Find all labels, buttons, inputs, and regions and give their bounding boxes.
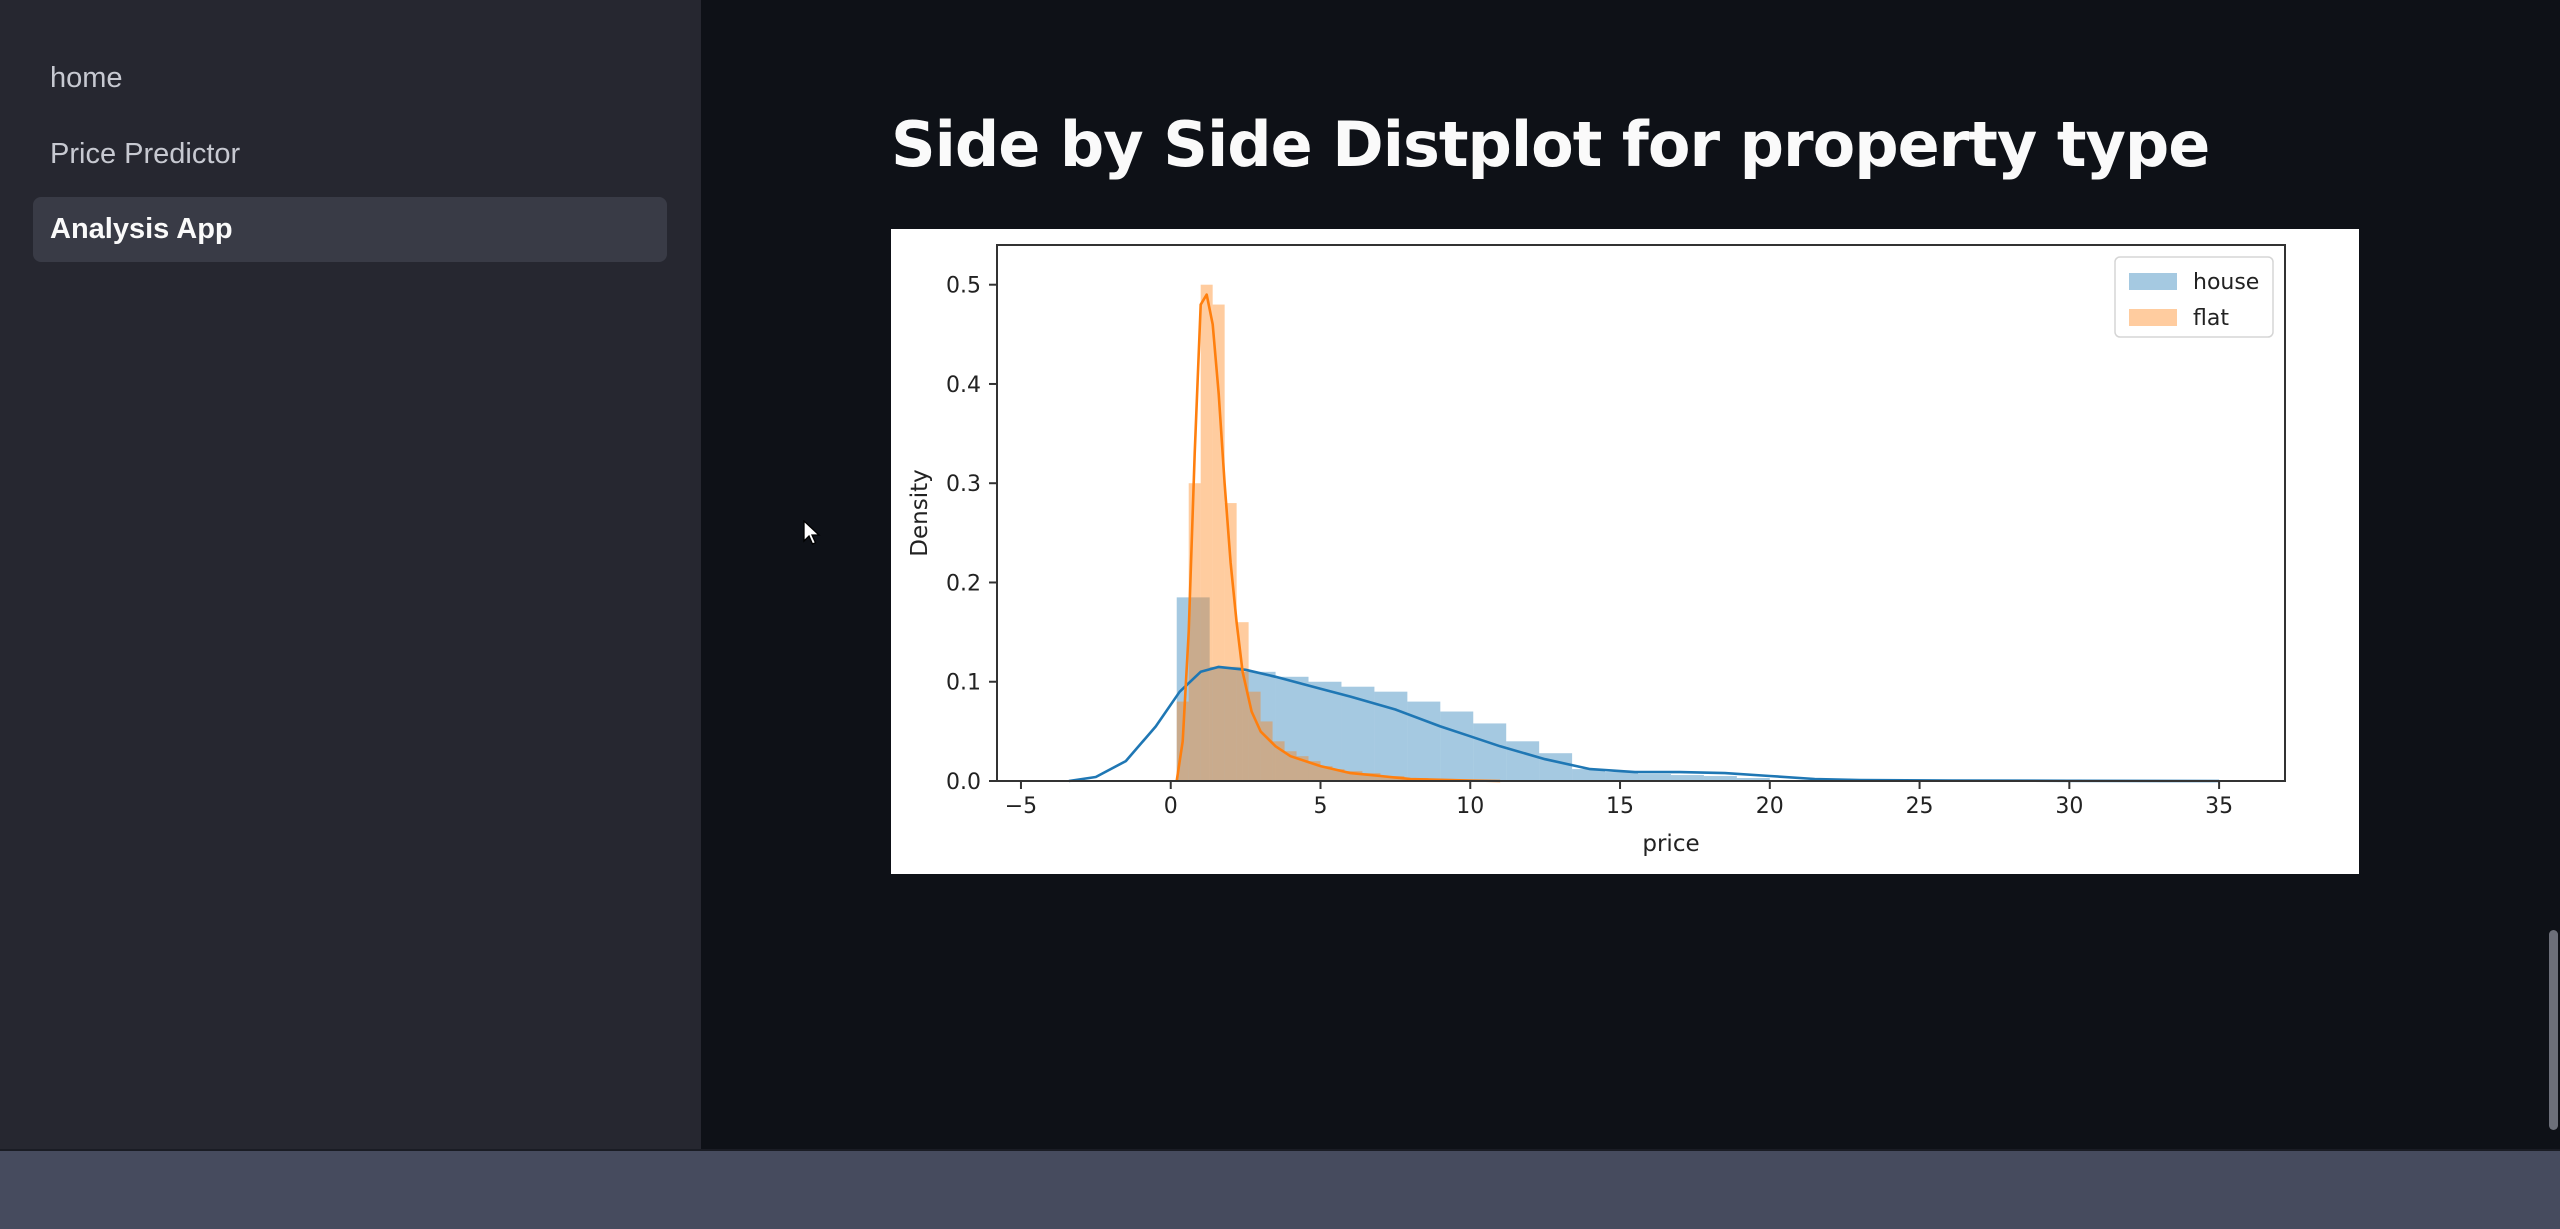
- legend-label-flat: flat: [2193, 306, 2229, 331]
- main-content: Side by Side Distplot for property type …: [701, 0, 2560, 1149]
- y-tick-label: 0.5: [946, 274, 981, 299]
- hist-bar-house: [1407, 701, 1441, 781]
- kde-line-house: [1068, 665, 2220, 783]
- hist-bar-house: [1605, 772, 1639, 781]
- hist-bar-flat: [1344, 771, 1363, 781]
- sidebar: home Price Predictor Analysis App: [0, 0, 701, 1149]
- legend-label-house: house: [2193, 270, 2259, 295]
- hist-bar-house: [1638, 774, 1671, 781]
- x-tick-label: 0: [1164, 794, 1178, 819]
- hist-bar-house: [1440, 711, 1474, 781]
- hist-bar-flat: [1200, 284, 1213, 781]
- y-tick-label: 0.1: [946, 671, 981, 696]
- sidebar-item-label: Price Predictor: [50, 138, 241, 170]
- x-tick-label: 15: [1606, 794, 1634, 819]
- hist-bar-house: [1572, 769, 1606, 781]
- x-tick-label: 10: [1456, 794, 1484, 819]
- hist-bar-flat: [1380, 776, 1405, 781]
- mouse-cursor-icon: [803, 520, 821, 545]
- hist-bar-house: [1275, 676, 1309, 781]
- legend-swatch-house: [2129, 273, 2177, 290]
- taskbar: [0, 1149, 2560, 1229]
- plot-frame: [996, 244, 2286, 782]
- y-tick-label: 0.2: [946, 571, 981, 596]
- hist-bar-house: [1670, 775, 1704, 781]
- sidebar-item-label: Analysis App: [50, 213, 233, 245]
- scrollbar-thumb[interactable]: [2549, 930, 2558, 1130]
- hist-bar-flat: [1224, 503, 1237, 781]
- hist-bar-flat: [1362, 773, 1381, 781]
- hist-bar-house: [1374, 691, 1408, 781]
- hist-bar-flat: [1332, 769, 1345, 781]
- y-tick-label: 0.3: [946, 472, 981, 497]
- hist-bar-flat: [1212, 304, 1225, 781]
- x-tick-label: 20: [1756, 794, 1784, 819]
- legend-swatch-flat: [2129, 309, 2177, 326]
- hist-bar-house: [1539, 753, 1573, 781]
- hist-bar-house: [1736, 778, 1770, 781]
- x-tick-label: 25: [1906, 794, 1934, 819]
- sidebar-item-analysis-app[interactable]: Analysis App: [33, 197, 667, 262]
- x-tick-label: 30: [2055, 794, 2083, 819]
- hist-bar-house: [1506, 741, 1540, 781]
- hist-bar-flat: [1308, 761, 1321, 781]
- x-tick-label: −5: [1005, 794, 1037, 819]
- distplot-chart: −5 0 5 10 15 20 25 30 35 0.0 0.1 0.2 0.3 0.4 0.5 price D…: [907, 244, 2286, 857]
- sidebar-item-home[interactable]: home: [33, 46, 667, 111]
- chart-image: −5 0 5 10 15 20 25 30 35 0.0 0.1 0.2 0.3 0.4 0.5 price D…: [891, 229, 2359, 874]
- hist-bar-flat: [1284, 751, 1297, 781]
- legend-box: [2114, 256, 2274, 338]
- hist-bar-flat: [1320, 766, 1333, 781]
- hist-bar-flat: [1248, 691, 1261, 781]
- hist-bar-flat: [1188, 483, 1201, 781]
- kde-line-flat: [1175, 293, 1501, 783]
- hist-bar-house: [1703, 776, 1737, 781]
- hist-bar-house: [1473, 723, 1507, 781]
- x-axis-label: price: [1642, 831, 1699, 857]
- x-tick-label: 5: [1313, 794, 1327, 819]
- hist-bar-flat: [1236, 622, 1249, 781]
- page-title: Side by Side Distplot for property type: [891, 108, 2210, 181]
- y-axis-label: Density: [907, 469, 933, 556]
- x-tick-label: 35: [2205, 794, 2233, 819]
- hist-bar-flat: [1260, 721, 1273, 781]
- hist-bar-house: [1209, 666, 1243, 781]
- sidebar-item-price-predictor[interactable]: Price Predictor: [33, 122, 667, 187]
- y-tick-label: 0.4: [946, 373, 981, 398]
- hist-bar-flat: [1272, 741, 1285, 781]
- hist-bar-flat: [1296, 756, 1309, 781]
- sidebar-item-label: home: [50, 62, 123, 94]
- y-tick-label: 0.0: [946, 770, 981, 795]
